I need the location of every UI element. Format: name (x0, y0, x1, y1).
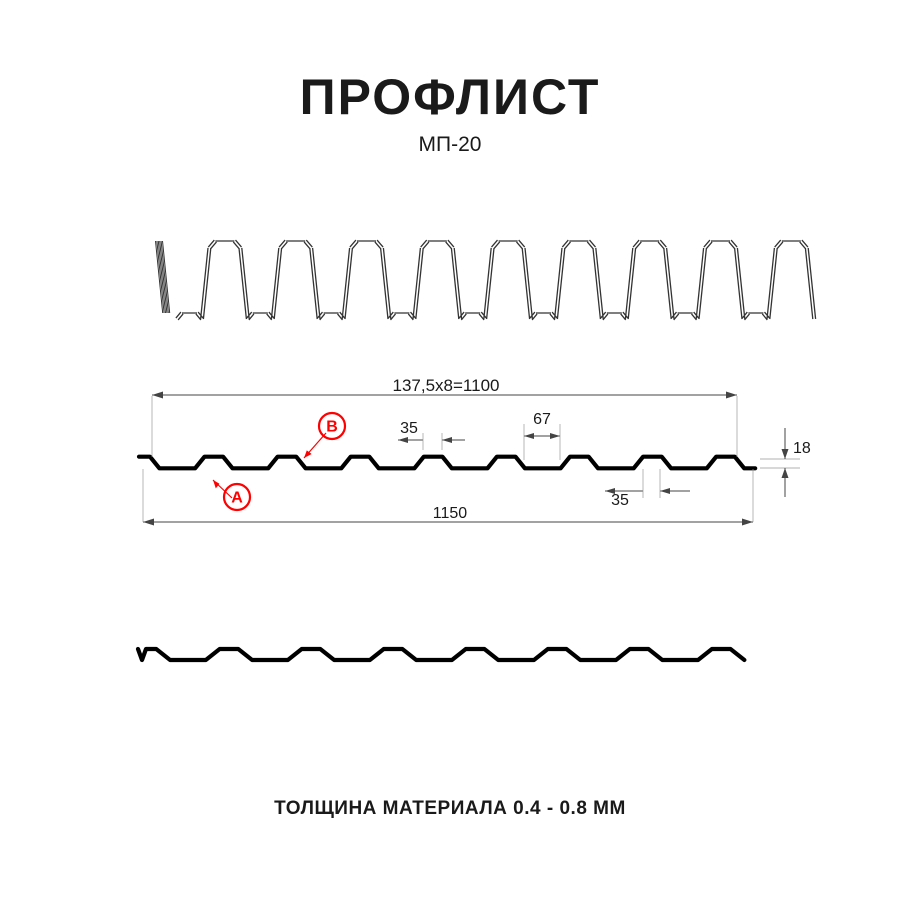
svg-text:B: B (326, 419, 338, 436)
svg-text:A: A (231, 490, 243, 507)
svg-text:1150: 1150 (433, 505, 468, 522)
svg-text:35: 35 (611, 492, 629, 509)
svg-text:35: 35 (400, 420, 418, 437)
svg-text:18: 18 (793, 440, 811, 457)
svg-text:137,5x8=1100: 137,5x8=1100 (393, 376, 500, 395)
svg-text:67: 67 (533, 411, 551, 428)
